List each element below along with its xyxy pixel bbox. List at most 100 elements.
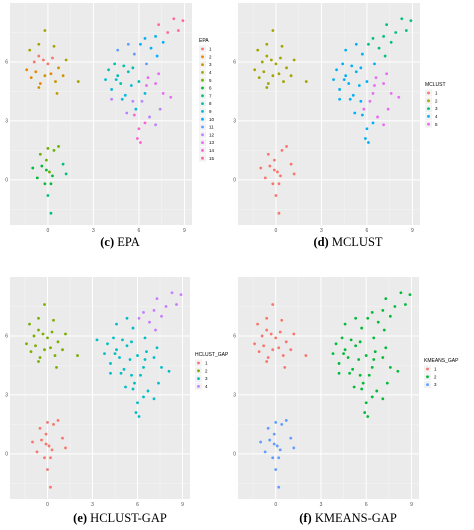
- scatter-point: [388, 314, 392, 318]
- scatter-point: [360, 52, 364, 56]
- legend-swatch: [201, 125, 204, 129]
- scatter-point: [137, 316, 141, 320]
- scatter-point: [272, 432, 276, 436]
- scatter-point: [28, 322, 31, 326]
- scatter-point: [365, 80, 369, 83]
- scatter-point: [292, 172, 296, 176]
- scatter-point: [64, 446, 67, 450]
- scatter-point: [43, 303, 46, 306]
- scatter-point: [136, 354, 139, 357]
- legend-label: 2: [209, 54, 212, 59]
- scatter-point: [385, 23, 389, 27]
- scatter-point: [46, 146, 50, 150]
- scatter-point: [272, 442, 276, 446]
- x-tick-label: 3: [320, 228, 323, 234]
- scatter-point: [338, 97, 342, 101]
- scatter-point: [381, 308, 385, 312]
- scatter-point: [109, 362, 112, 365]
- scatter-point: [393, 305, 397, 308]
- scatter-point: [161, 91, 165, 95]
- scatter-point: [265, 360, 269, 363]
- legend-swatch: [197, 385, 200, 388]
- scatter-point: [282, 80, 285, 83]
- scatter-point: [347, 82, 351, 85]
- scatter-point: [25, 342, 28, 346]
- scatter-point: [280, 318, 284, 322]
- scatter-point: [35, 450, 39, 454]
- scatter-point: [289, 348, 293, 352]
- legend-label: 14: [209, 148, 215, 153]
- scatter-point: [289, 162, 293, 166]
- legend-label: 13: [209, 140, 215, 145]
- scatter-point: [354, 316, 358, 320]
- scatter-point: [114, 78, 118, 82]
- scatter-point: [31, 166, 35, 170]
- scatter-point: [143, 358, 147, 361]
- x-tick-label: 9: [411, 228, 414, 234]
- legend-label: 5: [209, 78, 212, 83]
- scatter-point: [149, 46, 153, 50]
- scatter-point: [145, 350, 148, 354]
- scatter-point: [354, 70, 358, 74]
- scatter-point: [143, 91, 147, 95]
- scatter-point: [266, 426, 270, 430]
- legend-swatch: [201, 94, 204, 98]
- x-tick-label: 6: [365, 502, 368, 508]
- scatter-point: [37, 42, 41, 46]
- legend-label: 2: [435, 98, 438, 103]
- scatter-point: [53, 354, 57, 357]
- legend-label: 1: [434, 367, 437, 372]
- scatter-point: [161, 40, 165, 44]
- scatter-point: [43, 182, 47, 186]
- scatter-point: [48, 170, 51, 174]
- scatter-point: [119, 371, 123, 375]
- scatter-point: [51, 56, 54, 60]
- scatter-point: [76, 354, 79, 357]
- x-tick-label: 6: [138, 228, 141, 234]
- scatter-point: [37, 54, 41, 58]
- scatter-point: [265, 42, 269, 46]
- scatter-point: [49, 456, 52, 460]
- scatter-point: [289, 436, 293, 440]
- scatter-point: [283, 365, 287, 369]
- scatter-point: [367, 141, 370, 144]
- caption-d-letter: (d): [313, 235, 329, 249]
- scatter-point: [331, 352, 335, 356]
- legend-label: 8: [209, 101, 212, 106]
- legend-label: 3: [434, 382, 437, 387]
- legend-swatch: [426, 383, 429, 386]
- legend-label: 2: [205, 368, 208, 373]
- scatter-point: [389, 91, 393, 95]
- scatter-point: [260, 60, 264, 64]
- scatter-point: [360, 387, 364, 391]
- legend-label: 10: [209, 117, 215, 122]
- scatter-point: [271, 348, 275, 352]
- legend-swatch: [197, 377, 200, 380]
- scatter-point: [154, 328, 157, 332]
- scatter-point: [271, 74, 275, 78]
- scatter-point: [139, 141, 142, 144]
- scatter-point: [166, 31, 170, 34]
- scatter-point: [43, 456, 46, 460]
- scatter-point: [304, 354, 308, 357]
- legend-swatch: [201, 117, 204, 121]
- scatter-point: [285, 145, 288, 148]
- legend-label: 9: [209, 109, 212, 114]
- scatter-point: [278, 448, 282, 452]
- scatter-point: [43, 74, 47, 78]
- scatter-point: [376, 115, 379, 119]
- scatter-point: [366, 316, 370, 320]
- scatter-point: [120, 97, 124, 101]
- scatter-point: [106, 342, 109, 346]
- scatter-point: [383, 54, 387, 58]
- legend-swatch: [201, 133, 204, 137]
- scatter-point: [154, 34, 158, 38]
- legend-swatch: [201, 47, 204, 51]
- scatter-point: [44, 432, 48, 436]
- scatter-point: [52, 44, 56, 48]
- scatter-point: [110, 88, 114, 91]
- scatter-point: [374, 76, 378, 80]
- scatter-point: [269, 58, 273, 62]
- legend-swatch: [427, 107, 430, 110]
